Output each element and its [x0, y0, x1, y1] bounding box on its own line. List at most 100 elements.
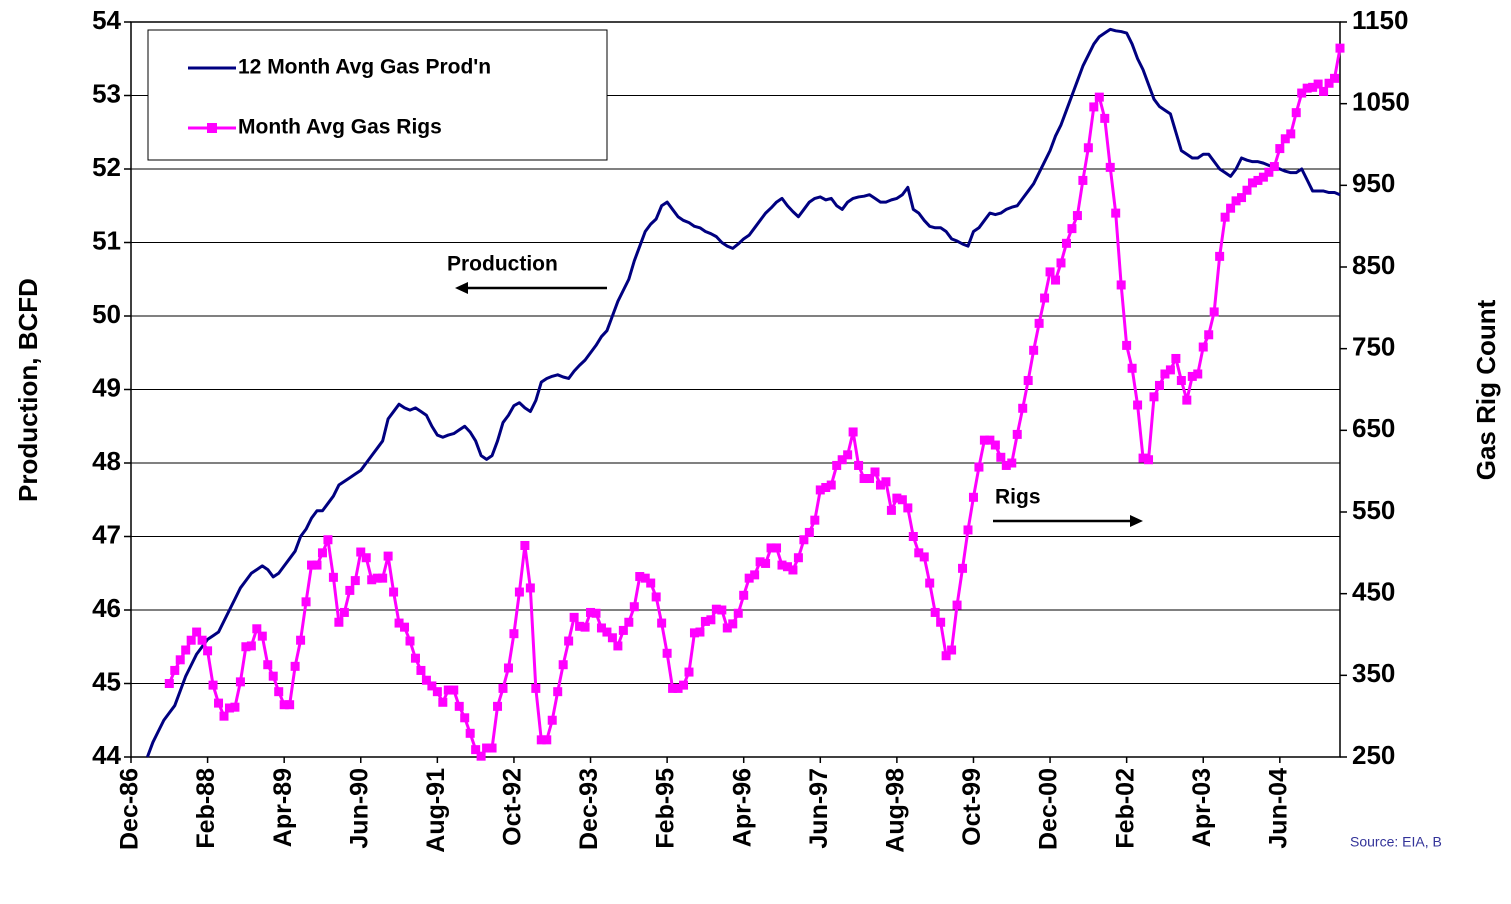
marker — [1193, 369, 1203, 379]
y2-tick-label: 1050 — [1352, 87, 1410, 117]
marker — [1116, 280, 1126, 290]
source: Source: EIA, B — [1350, 834, 1442, 850]
marker — [1018, 403, 1028, 413]
marker — [1313, 79, 1323, 89]
marker — [378, 573, 388, 583]
marker — [695, 627, 705, 637]
marker — [1182, 395, 1192, 405]
marker — [427, 681, 437, 691]
marker — [826, 480, 836, 490]
marker — [1144, 455, 1154, 465]
marker — [668, 683, 678, 693]
marker — [1012, 429, 1022, 439]
marker — [717, 605, 727, 615]
y-tick-label: 50 — [92, 299, 121, 329]
marker — [383, 551, 393, 561]
marker — [235, 677, 245, 687]
marker — [1280, 134, 1290, 144]
marker — [307, 560, 317, 570]
marker — [689, 628, 699, 638]
marker — [252, 624, 262, 634]
annotation: Production — [447, 253, 558, 276]
marker — [1258, 172, 1268, 182]
marker — [799, 535, 809, 545]
marker — [547, 715, 557, 725]
marker — [679, 680, 689, 690]
marker — [345, 585, 355, 595]
marker — [930, 607, 940, 617]
marker — [487, 743, 497, 753]
marker — [848, 427, 858, 437]
marker — [1089, 102, 1099, 112]
marker — [815, 485, 825, 495]
marker — [1286, 129, 1296, 139]
x-tick-label: Feb-88 — [192, 768, 220, 849]
marker — [602, 627, 612, 637]
marker — [323, 535, 333, 545]
marker — [257, 631, 267, 641]
marker — [1122, 340, 1132, 350]
marker — [394, 618, 404, 628]
x-tick-label: Oct-92 — [499, 768, 527, 846]
marker — [591, 608, 601, 618]
marker — [1078, 175, 1088, 185]
marker — [684, 667, 694, 677]
marker — [586, 607, 596, 617]
y2-tick-label: 550 — [1352, 495, 1395, 525]
marker — [170, 665, 180, 675]
marker — [821, 483, 831, 492]
marker — [793, 553, 803, 563]
marker — [947, 645, 957, 655]
marker — [772, 543, 782, 553]
marker — [1105, 162, 1115, 172]
marker — [1029, 345, 1039, 355]
marker — [525, 583, 535, 593]
y2-tick-label: 950 — [1352, 168, 1395, 198]
legend-box — [147, 29, 608, 161]
marker — [1111, 208, 1121, 218]
marker — [1001, 460, 1011, 470]
y-tick-label: 53 — [92, 78, 121, 108]
marker — [1160, 369, 1170, 379]
marker — [536, 735, 546, 745]
marker — [1127, 363, 1137, 373]
marker — [755, 557, 765, 567]
marker — [317, 548, 327, 558]
marker — [498, 683, 508, 693]
marker — [580, 622, 590, 632]
marker — [859, 474, 869, 484]
marker — [334, 617, 344, 627]
marker — [1165, 365, 1175, 375]
marker — [804, 527, 814, 537]
marker — [312, 560, 322, 570]
marker — [181, 645, 191, 655]
y-axis-label: Production, BCFD — [13, 278, 43, 502]
marker — [438, 697, 448, 707]
y2-tick-label: 850 — [1352, 250, 1395, 280]
marker — [739, 590, 749, 600]
marker — [1324, 78, 1334, 88]
marker — [914, 548, 924, 558]
marker — [361, 553, 371, 563]
y2-tick-label: 650 — [1352, 413, 1395, 443]
marker — [1198, 342, 1208, 352]
y2-tick-label: 1150 — [1352, 5, 1408, 35]
marker — [1045, 267, 1055, 277]
marker — [722, 623, 732, 633]
y-tick-label: 46 — [92, 593, 121, 623]
marker — [706, 615, 716, 625]
marker — [875, 480, 885, 490]
x-tick-label: Jun-04 — [1264, 768, 1292, 849]
marker — [711, 604, 721, 614]
x-tick-label: Jun-97 — [805, 768, 833, 849]
marker — [1171, 353, 1181, 363]
y2-tick-label: 250 — [1352, 740, 1395, 770]
marker — [564, 636, 574, 646]
marker — [673, 683, 683, 693]
marker — [1094, 92, 1104, 102]
marker — [750, 570, 760, 580]
marker — [339, 607, 349, 617]
marker — [613, 641, 623, 651]
y-tick-label: 48 — [92, 446, 121, 476]
